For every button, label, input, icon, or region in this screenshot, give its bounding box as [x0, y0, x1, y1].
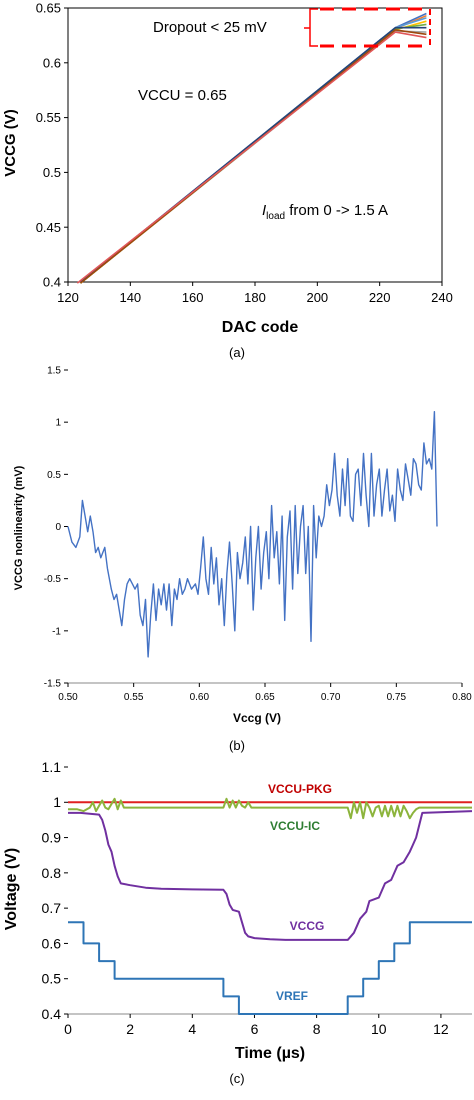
dropout-bracket	[309, 8, 318, 47]
panel-c-x-tick-label: 2	[126, 1021, 134, 1037]
panel-b-y-tick-label: -1.5	[44, 679, 62, 690]
panel-a-x-tick-label: 200	[306, 290, 328, 305]
panel-b-y-tick-label: -1	[52, 626, 61, 637]
panel-c-y-tick-label: 0.4	[42, 1006, 62, 1022]
panel-a-line-series-9	[76, 31, 427, 284]
dropout-annotation: Dropout < 25 mV	[153, 19, 267, 36]
panel-c-y-axis-label: Voltage (V)	[3, 848, 20, 930]
panel-c-y-tick-label: 0.5	[42, 971, 62, 987]
panel-b-x-axis-label: Vccg (V)	[233, 711, 281, 725]
panel-a-line-series-6	[79, 23, 427, 284]
panel-a-chart: 120 140 160 180 200 220 240 0.4 0.45 0.5 0.55 0.6 0.…	[2, 1, 453, 360]
panel-b-y-axis-label: VCCG nonlinearity (mV)	[13, 465, 25, 590]
panel-c-y-tick-label: 1	[53, 794, 61, 810]
panel-a-x-tick-label: 120	[57, 290, 79, 305]
panel-b-x-tick-label: 0.70	[321, 692, 341, 703]
panel-c-x-tick-label: 6	[251, 1021, 259, 1037]
panel-a-x-tick-label: 180	[244, 290, 266, 305]
panel-b-y-tick-label: -0.5	[44, 574, 62, 585]
series-label-vccg: VCCG	[290, 919, 325, 933]
panel-a-line-series-2	[79, 14, 427, 284]
panel-b-x-tick-label: 0.55	[124, 692, 144, 703]
panel-b-x-tick-label: 0.75	[387, 692, 407, 703]
panel-c-x-tick-label: 8	[313, 1021, 321, 1037]
panel-c-line-vref	[68, 921, 472, 1015]
panel-b-chart: 0.50 0.55 0.60 0.65 0.70 0.75 0.80 -1.5 -1 -0.5 0 0…	[13, 366, 472, 754]
panel-a-x-tick-label: 160	[182, 290, 204, 305]
panel-a-x-axis-label: DAC code	[222, 319, 299, 336]
panel-a-y-tick-label: 0.55	[36, 110, 61, 125]
panel-b-x-tick-label: 0.60	[190, 692, 210, 703]
panel-a-line-series-8	[79, 29, 427, 284]
panel-a-y-tick-label: 0.65	[36, 1, 61, 16]
panel-a-y-tick-label: 0.4	[43, 275, 61, 290]
panel-a-y-axis-label: VCCG (V)	[2, 109, 19, 177]
vccu-annotation: VCCU = 0.65	[138, 87, 227, 104]
panel-c-chart: 0 2 4 6 8 10 12 0.4 0.5 0.6 0.7 0.8 0.9 1 1.1 Time (µs…	[3, 759, 473, 1086]
panel-a-line-series-3	[79, 30, 427, 284]
panel-c-x-tick-label: 0	[64, 1021, 72, 1037]
panel-a-x-tick-label: 140	[119, 290, 141, 305]
iload-subscript: load	[266, 211, 285, 222]
panel-c-y-tick-label: 0.7	[42, 900, 62, 916]
panel-b-x-tick-label: 0.80	[452, 692, 472, 703]
panel-a-line-series-4	[79, 20, 427, 284]
panel-c-x-tick-label: 4	[188, 1021, 196, 1037]
series-label-vccu-pkg: VCCU-PKG	[268, 782, 332, 796]
panel-b-line-series-1	[67, 411, 438, 658]
panel-a-y-tick-label: 0.45	[36, 220, 61, 235]
panel-a-plot-frame	[67, 7, 443, 283]
panel-c-x-tick-label: 12	[433, 1021, 449, 1037]
panel-a-y-tick-label: 0.5	[43, 165, 61, 180]
panel-c-y-tick-label: 0.8	[42, 865, 62, 881]
panel-c-x-axis-label: Time (µs)	[235, 1045, 305, 1062]
panel-a-x-tick-label: 220	[369, 290, 391, 305]
panel-b-y-tick-label: 1	[55, 418, 61, 429]
panel-b-y-tick-label: 0.5	[47, 470, 61, 481]
dropout-label-box	[145, 12, 305, 38]
panel-c-y-tick-label: 0.6	[42, 935, 62, 951]
panel-b-x-tick-label: 0.65	[255, 692, 275, 703]
panel-c-line-vccg	[68, 810, 473, 941]
panel-c-caption: (c)	[229, 1071, 244, 1086]
series-label-vref: VREF	[276, 989, 308, 1003]
iload-symbol: I	[262, 202, 266, 219]
panel-a-caption: (a)	[229, 345, 245, 360]
panel-c-x-tick-label: 10	[371, 1021, 387, 1037]
series-label-vccu-ic: VCCU-IC	[270, 819, 320, 833]
iload-range-text: from 0 -> 1.5 A	[285, 202, 388, 219]
panel-a-y-tick-label: 0.6	[43, 55, 61, 70]
panel-c-line-vccu-ic	[68, 797, 472, 820]
panel-b-y-tick-label: 1.5	[47, 366, 61, 377]
panel-a-x-tick-label: 240	[431, 290, 453, 305]
iload-annotation: Iload from 0 -> 1.5 A	[262, 202, 388, 222]
panel-a-line-series-7	[79, 26, 427, 283]
panel-b-x-tick-label: 0.50	[58, 692, 78, 703]
panel-b-caption: (b)	[229, 738, 245, 753]
panel-c-y-tick-label: 1.1	[42, 759, 62, 775]
panel-c-y-tick-label: 0.9	[42, 829, 62, 845]
panel-b-y-tick-label: 0	[55, 522, 61, 533]
